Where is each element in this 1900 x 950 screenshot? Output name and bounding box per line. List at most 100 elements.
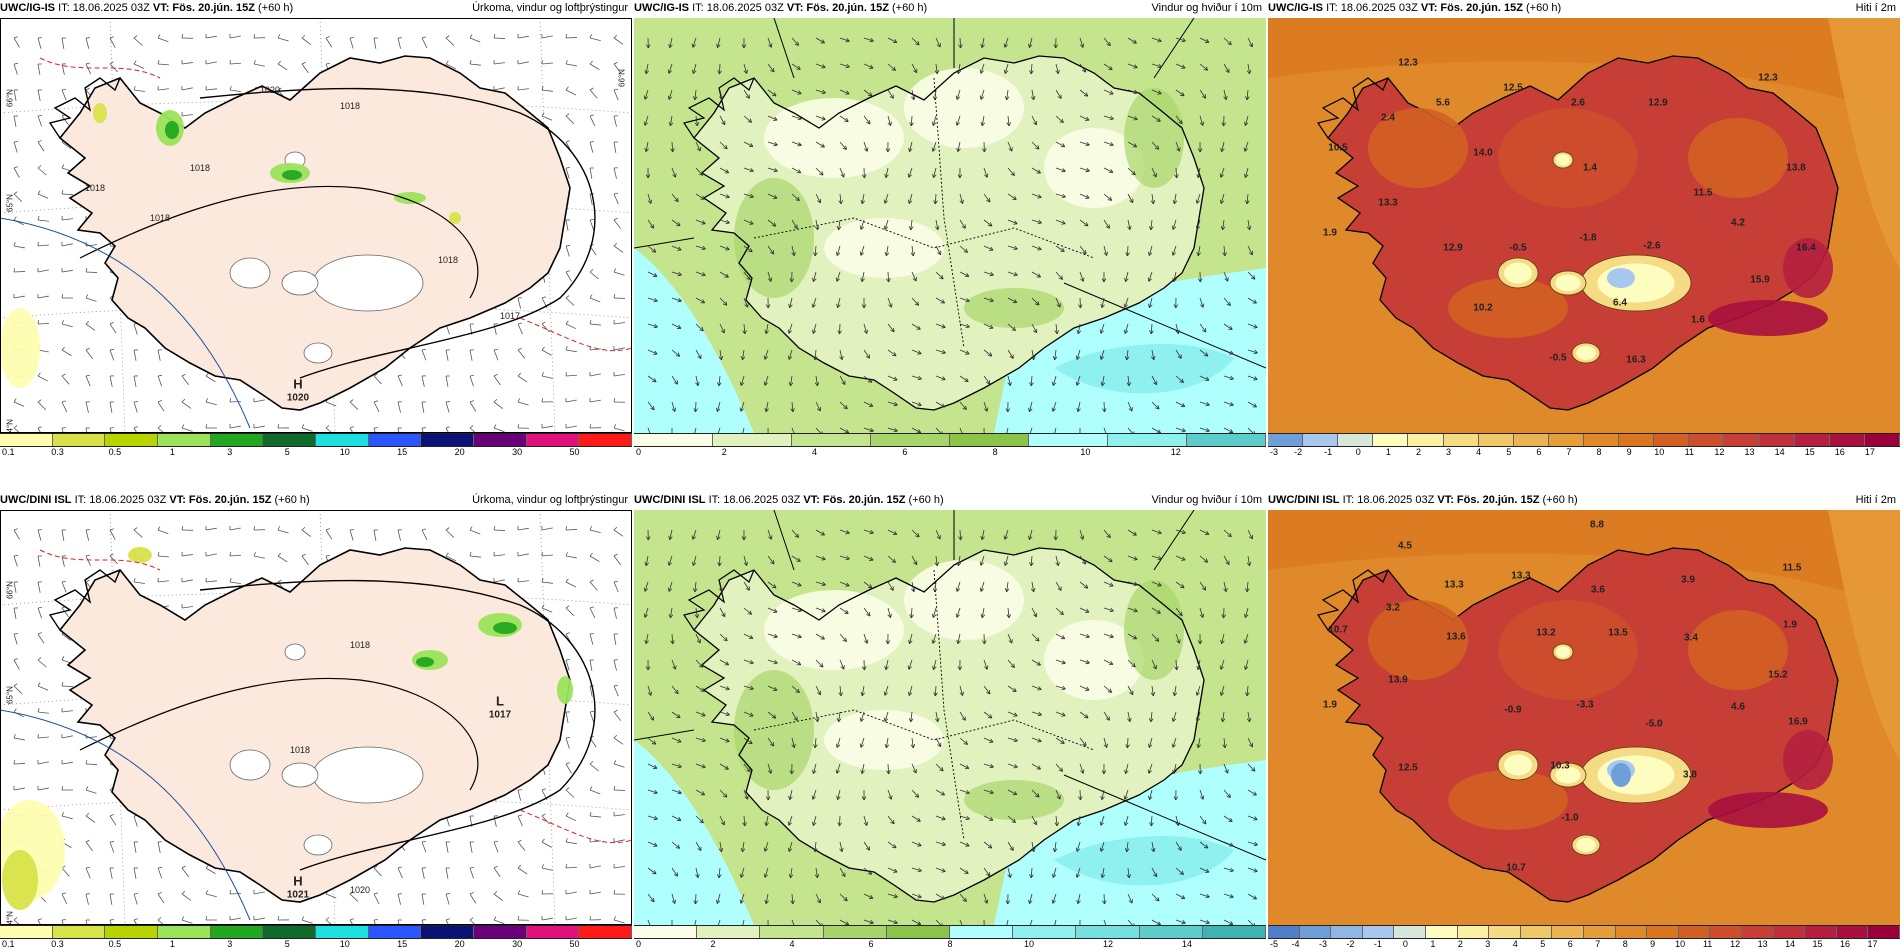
pressure-center-letter: H [293,376,303,392]
colorbar-tick-label: 1 [1385,447,1391,457]
colorbar-swatches [1268,925,1900,939]
colorbar-swatch [526,926,580,938]
colorbar-tick-label: 10 [339,939,350,949]
colorbar-swatch [1425,926,1458,938]
init-time: IT: 18.06.2025 03Z [74,494,167,506]
wind-arrows [643,37,1258,433]
precip-map-svg [0,510,632,925]
temperature-label: -3.3 [1576,699,1594,711]
colorbar-swatch [950,926,1014,938]
strong-wind-zone-west [634,248,754,433]
precip-cell [0,308,40,388]
temperature-label: 3.6 [1591,584,1605,596]
colorbar-tick-label: 20 [454,447,465,457]
colorbar-tick-label: -1 [1373,939,1382,949]
colorbar-swatch [1689,434,1725,446]
glacier-outline [281,270,319,296]
temperature-label: 13.2 [1536,627,1556,639]
colorbar-tick-label: 0.5 [108,939,122,949]
temperature-label: 13.8 [1786,162,1806,174]
pressure-center-letter: H [293,873,303,889]
precip-cell [2,850,38,910]
panel-title: Úrkoma, vindur og loftþrýstingur [472,2,628,14]
isobars [0,57,632,429]
isobar-label: 1020 [259,85,281,95]
latitude-label: 64°N [5,911,15,925]
temperature-label: 12.5 [1503,82,1523,94]
colorbar-ticks: 0.1 0.3 0.5 1 3 5 10 15 20 30 50 [0,939,632,949]
colorbar-swatch [1362,926,1395,938]
colorbar-tick-label: 6 [1567,939,1573,949]
colorbar-tick-label: 3 [227,447,233,457]
colorbar-swatch [1868,926,1900,938]
colorbar-swatch [1299,926,1332,938]
colorbar-swatches [634,433,1266,447]
temperature-label: 4.5 [1398,540,1412,552]
init-time: IT: 18.06.2025 03Z [1342,494,1435,506]
pressure-center-letter: L [496,693,504,709]
pressure-center-value: 1020 [286,392,310,404]
colorbar-tick-label: 4 [1476,447,1482,457]
colorbar-swatch [1076,926,1140,938]
colorbar: 0.1 0.3 0.5 1 3 5 10 15 20 30 50 [0,433,633,457]
colorbar-swatch [316,434,369,446]
precip-cell [128,547,152,563]
colorbar-tick-label: 9 [1650,939,1656,949]
colorbar-swatch [1394,926,1426,938]
colorbar-swatch [1373,434,1409,446]
colorbar-tick-label: 10 [1080,447,1091,457]
colorbar-tick-label: 4 [1512,939,1518,949]
colorbar-swatch [1583,926,1616,938]
region-boundaries [634,18,1266,369]
colorbar-tick-label: 30 [512,447,523,457]
colorbar-swatch [1443,434,1479,446]
colorbar-swatches [0,433,633,447]
colorbar-tick-label: 9 [1626,447,1632,457]
colorbar-swatch [697,926,761,938]
wind-arrows [643,529,1258,925]
colorbar-tick-label: -3 [1270,447,1279,457]
temperature-label: 16.9 [1788,716,1808,728]
temperature-label: 10.7 [1328,624,1348,636]
colorbar-tick-label: 12 [1714,447,1725,457]
colorbar-tick-label: 50 [569,447,580,457]
colorbar-tick-label: 0.1 [2,447,15,457]
colorbar-swatch [1724,434,1760,446]
temperature-label: 13.6 [1446,631,1466,643]
colorbar-tick-label: 12 [1730,939,1741,949]
colorbar-tick-label: 5 [1540,939,1546,949]
colorbar-tick-label: 0.3 [51,939,64,949]
map-precip: 1018 1018 1020 L 1017 H 1021 66°N 65°N 64°N [0,510,632,925]
colorbar-swatch [1548,434,1584,446]
colorbar-tick-label: 5 [1506,447,1512,457]
colorbar-tick-label: 14 [1181,939,1193,949]
colorbar-swatch [792,434,871,446]
temperature-label: 15.2 [1768,669,1788,681]
colorbar-ticks: 0.1 0.3 0.5 1 3 5 10 15 20 30 50 [0,447,632,457]
colorbar-swatch [526,434,580,446]
colorbar-swatch [1741,926,1774,938]
colorbar-tick-label: -4 [1291,939,1300,949]
valid-time: VT: Fös. 20.jún. 15Z [152,2,255,14]
colorbar-swatch [1029,434,1108,446]
panel-temp-bottom: UWC/DINI ISL IT: 18.06.2025 03Z VT: Fös.… [1268,492,1900,949]
temperature-label: 1.6 [1691,314,1705,326]
colorbar-tick-label: 0 [1355,447,1361,457]
model-name: UWC/DINI ISL [0,494,72,506]
colorbar-swatch [1268,434,1304,446]
temperature-label: 13.9 [1388,674,1408,686]
colorbar-tick-label: 0 [1402,939,1408,949]
colorbar-tick-label: 1 [169,447,175,457]
colorbar-swatch [760,926,824,938]
colorbar-swatch [1710,926,1742,938]
precip-cell [416,657,434,667]
precip-cell [282,170,302,180]
temperature-label: 1.4 [1583,162,1597,174]
colorbar-swatch [316,926,369,938]
colorbar-tick-label: 8 [992,447,998,457]
colorbar-tick-label: 14 [1785,939,1796,949]
latitude-label: 66°N [617,69,627,87]
colorbar-tick-label: 2 [1457,939,1463,949]
colorbar-swatch [1338,434,1374,446]
temperature-label: 1.9 [1323,227,1337,239]
